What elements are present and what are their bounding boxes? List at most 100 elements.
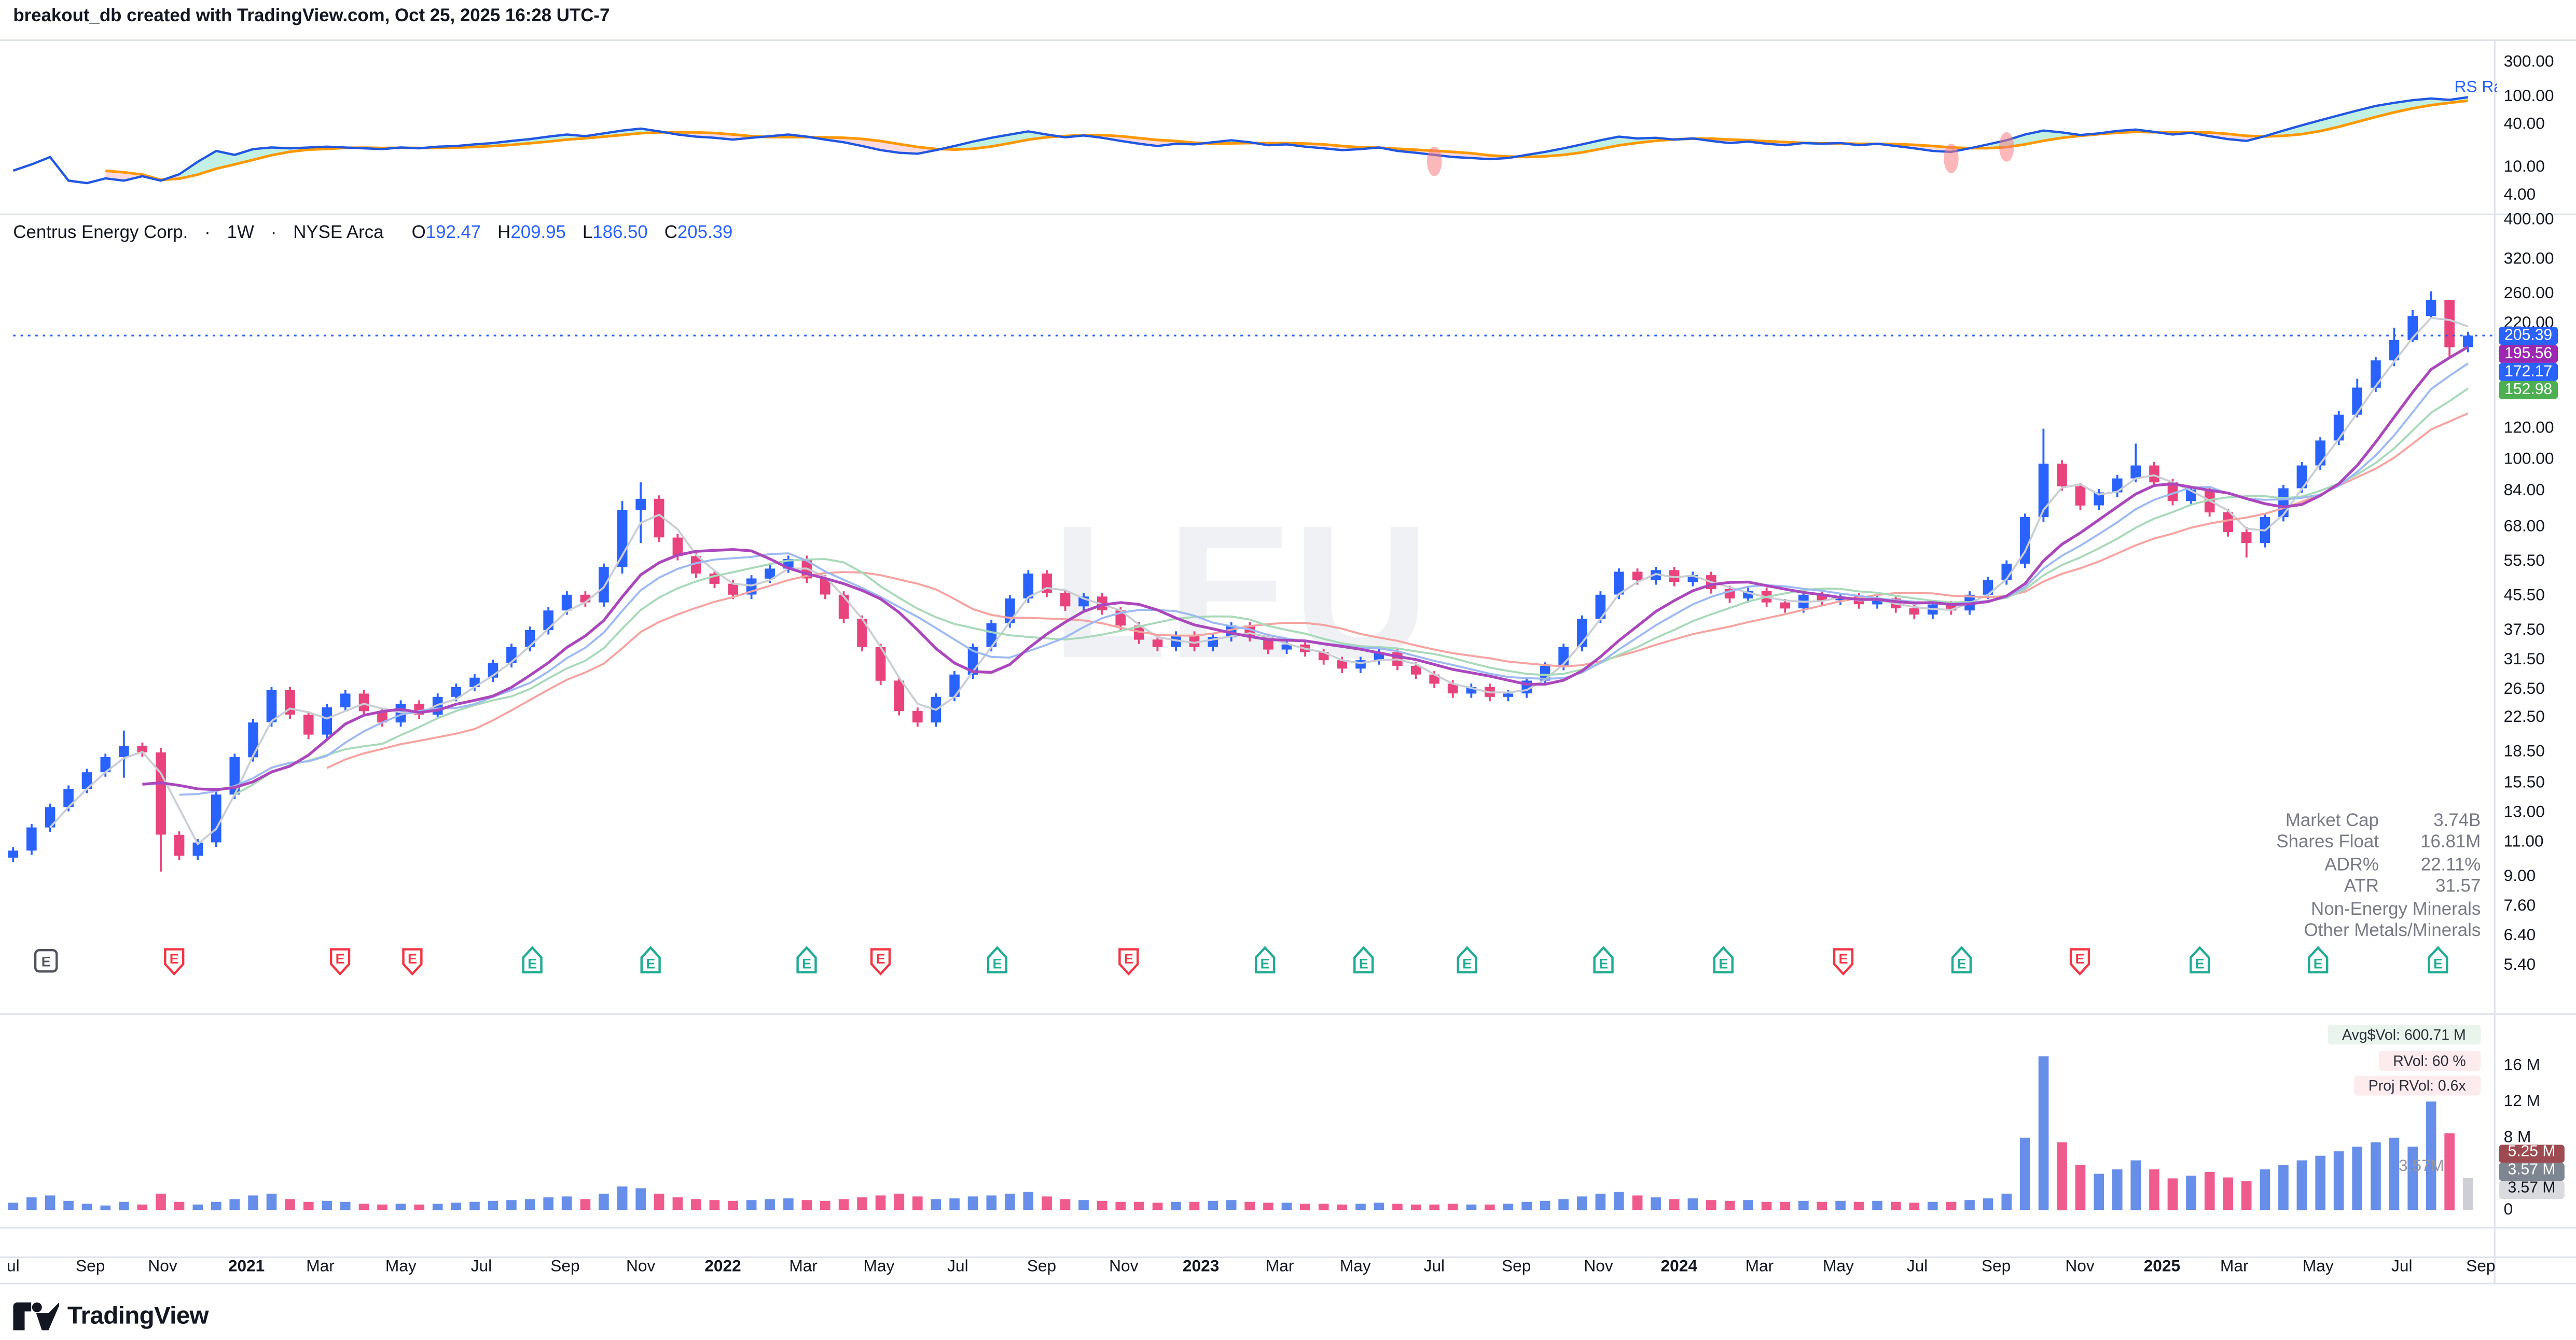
svg-text:E: E bbox=[1599, 956, 1608, 971]
volume-bar bbox=[783, 1198, 794, 1210]
volume-bar bbox=[8, 1203, 19, 1210]
pane-divider-rs-main[interactable] bbox=[0, 213, 2576, 215]
candle bbox=[2315, 440, 2326, 466]
earnings-badge-down[interactable]: E bbox=[164, 948, 185, 976]
time-axis-label: 2023 bbox=[1182, 1258, 1220, 1276]
candle bbox=[118, 746, 129, 758]
volume-bar bbox=[709, 1200, 720, 1210]
earnings-badge-down[interactable]: E bbox=[1833, 948, 1854, 976]
symbol-info-line[interactable]: Centrus Energy Corp. · 1W · NYSE Arca O1… bbox=[13, 224, 732, 243]
time-axis-label: Nov bbox=[1584, 1258, 1613, 1276]
ma-line-gray bbox=[49, 317, 2469, 846]
volume-bar bbox=[2389, 1137, 2400, 1210]
volume-bar bbox=[340, 1202, 351, 1210]
price-tag: 172.17 bbox=[2499, 362, 2558, 381]
last-volume-bar-label: 3.57M bbox=[2398, 1157, 2444, 1176]
earnings-badge-up[interactable]: E bbox=[1457, 946, 1477, 974]
earnings-badge-down[interactable]: E bbox=[329, 948, 351, 976]
volume-bar bbox=[1743, 1200, 1753, 1210]
candle bbox=[2371, 360, 2381, 388]
candle bbox=[857, 619, 867, 647]
time-axis-label: 2025 bbox=[2143, 1258, 2181, 1276]
price-tag: 205.39 bbox=[2499, 326, 2558, 345]
earnings-badge-gray[interactable]: E bbox=[34, 948, 58, 973]
earnings-badge-up[interactable]: E bbox=[796, 946, 817, 974]
stats-label: Market Cap bbox=[2285, 811, 2379, 831]
time-axis-label: Mar bbox=[1745, 1258, 1774, 1276]
candle bbox=[2130, 465, 2141, 479]
price-axis-separator[interactable] bbox=[2494, 39, 2496, 1283]
earnings-badge-up[interactable]: E bbox=[1593, 946, 1614, 974]
volume-bar bbox=[524, 1199, 535, 1210]
stats-value: 3.74B bbox=[2433, 811, 2481, 831]
volume-bar bbox=[192, 1204, 203, 1210]
pane-divider-main-volume[interactable] bbox=[0, 1013, 2576, 1015]
volume-bar bbox=[2426, 1101, 2436, 1210]
axis-tick-label: 45.50 bbox=[2503, 587, 2545, 606]
candle bbox=[1817, 594, 1827, 601]
earnings-badge-up[interactable]: E bbox=[2190, 946, 2210, 974]
volume-bar bbox=[100, 1205, 111, 1210]
svg-text:E: E bbox=[2433, 956, 2443, 971]
volume-bar bbox=[1152, 1203, 1163, 1210]
ohlc-close-value: 205.39 bbox=[677, 223, 733, 243]
volume-bar bbox=[1724, 1201, 1735, 1210]
volume-bar bbox=[672, 1197, 683, 1210]
symbol-name[interactable]: Centrus Energy Corp. bbox=[13, 223, 188, 243]
axis-tick-label: 260.00 bbox=[2503, 285, 2554, 304]
volume-bar bbox=[137, 1204, 148, 1210]
volume-bar bbox=[395, 1204, 406, 1210]
volume-bar bbox=[765, 1199, 775, 1210]
time-axis-label: Mar bbox=[789, 1258, 818, 1276]
time-axis-label: May bbox=[2302, 1258, 2334, 1276]
rs-rating-line bbox=[12, 96, 2469, 185]
candle bbox=[654, 498, 664, 538]
earnings-badge-up[interactable]: E bbox=[640, 946, 661, 974]
axis-tick-label: 100.00 bbox=[2503, 87, 2554, 106]
earnings-badge-up[interactable]: E bbox=[2308, 946, 2329, 974]
earnings-badge-up[interactable]: E bbox=[987, 946, 1008, 974]
tradingview-logo[interactable]: TradingView bbox=[13, 1302, 209, 1331]
earnings-badge-down[interactable]: E bbox=[1118, 948, 1139, 976]
volume-bar bbox=[1392, 1204, 1403, 1210]
ohlc-open-label: O bbox=[411, 223, 426, 243]
axis-tick-label: 11.00 bbox=[2503, 833, 2544, 852]
earnings-badge-up[interactable]: E bbox=[1713, 946, 1734, 974]
earnings-badge-up[interactable]: E bbox=[1255, 946, 1276, 974]
candle bbox=[8, 850, 19, 858]
axis-tick-label: 120.00 bbox=[2503, 420, 2554, 438]
volume-bar bbox=[451, 1203, 462, 1210]
axis-tick-label: 4.00 bbox=[2503, 186, 2536, 205]
time-axis-label: 2021 bbox=[228, 1258, 265, 1276]
earnings-badge-down[interactable]: E bbox=[870, 948, 891, 976]
volume-bar bbox=[2167, 1178, 2178, 1210]
earnings-badge-up[interactable]: E bbox=[1951, 946, 1972, 974]
time-axis-label: Sep bbox=[550, 1258, 580, 1276]
earnings-badge-up[interactable]: E bbox=[2428, 946, 2448, 974]
volume-bar bbox=[358, 1204, 369, 1210]
volume-bar bbox=[45, 1195, 56, 1210]
volume-bar bbox=[801, 1200, 812, 1210]
earnings-badge-up[interactable]: E bbox=[522, 946, 543, 974]
candle bbox=[266, 690, 277, 722]
volume-bar bbox=[1651, 1197, 1661, 1210]
candle bbox=[1023, 573, 1034, 599]
earnings-badge-up[interactable]: E bbox=[1353, 946, 1374, 974]
candle bbox=[303, 715, 314, 735]
candle bbox=[1983, 580, 1993, 595]
volume-bar bbox=[875, 1195, 886, 1210]
earnings-badge-down[interactable]: E bbox=[2069, 948, 2090, 976]
tradingview-logo-text: TradingView bbox=[67, 1302, 209, 1331]
volume-bar bbox=[2149, 1169, 2159, 1210]
volume-tag: 3.57 M bbox=[2499, 1162, 2565, 1180]
earnings-badge-down[interactable]: E bbox=[402, 948, 423, 976]
volume-tag: 5.25 M bbox=[2499, 1144, 2565, 1162]
volume-bar bbox=[1133, 1202, 1144, 1210]
volume-bar bbox=[414, 1204, 425, 1210]
volume-bar bbox=[617, 1186, 628, 1210]
candle bbox=[2038, 464, 2049, 517]
axis-tick-label: 18.50 bbox=[2503, 743, 2545, 762]
timeframe[interactable]: 1W bbox=[227, 223, 254, 243]
volume-bar bbox=[1281, 1203, 1292, 1210]
